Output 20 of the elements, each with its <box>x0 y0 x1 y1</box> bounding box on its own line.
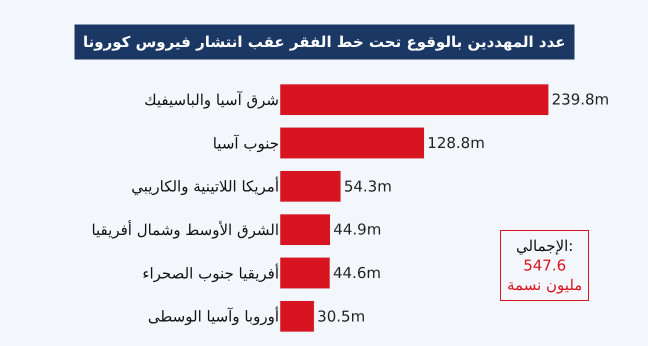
bar <box>280 127 425 159</box>
data-label: 44.6m <box>332 264 381 282</box>
data-label: 128.8m <box>427 134 485 152</box>
y-tick-label: أفريقيا جنوب الصحراء <box>142 263 279 282</box>
data-label: 239.8m <box>552 90 610 109</box>
data-label: 54.3m <box>344 177 392 196</box>
bar <box>280 84 549 116</box>
y-tick-label: جنوب آسيا <box>212 133 279 152</box>
annotation: الإجمالي: <box>516 237 574 255</box>
chart-title: عدد المهددين بالوقوع تحت خط الفقر عقب انتشار فيروس كورونا <box>83 33 566 51</box>
data-label: 44.9m <box>333 220 382 239</box>
bar <box>280 300 314 332</box>
bar <box>280 214 331 246</box>
y-tick-label: الشرق الأوسط وشمال أفريقيا <box>91 220 279 239</box>
bar <box>280 257 330 289</box>
y-tick-label: أمريكا اللاتينية والكاريبي <box>131 176 279 196</box>
y-tick-label: أوروبا وآسيا الوسطى <box>148 306 279 326</box>
y-tick-label: شرق آسيا والباسيفيك <box>144 90 279 109</box>
bar <box>280 170 342 202</box>
data-label: 30.5m <box>317 307 366 326</box>
